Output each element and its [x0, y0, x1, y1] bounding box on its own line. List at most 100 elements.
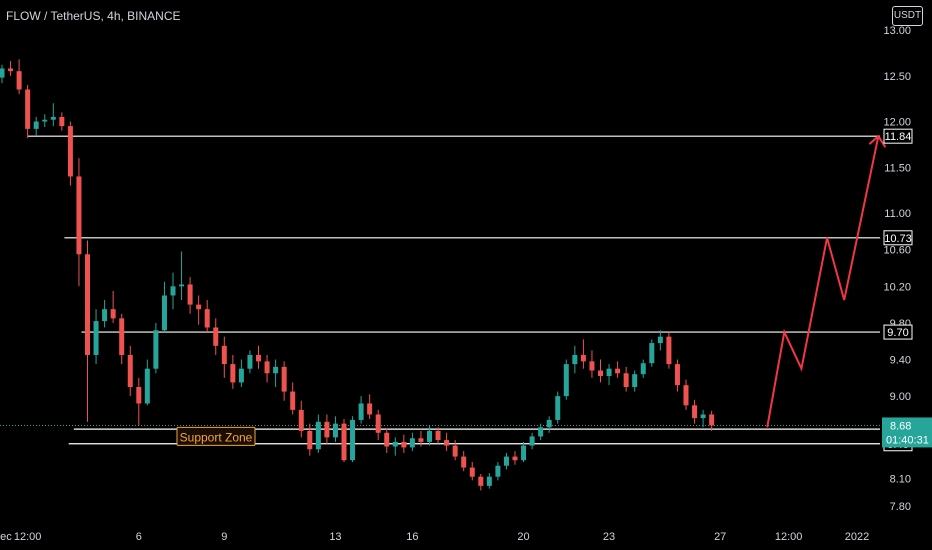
y-tick-label: 12.50 — [883, 71, 911, 83]
candle-body — [418, 438, 424, 442]
level-tag-box — [883, 324, 913, 340]
chart-title: FLOW / TetherUS, 4h, BINANCE — [6, 9, 181, 23]
support-zone-box — [176, 426, 256, 446]
y-tick-label: 9.00 — [890, 391, 911, 403]
candle-body — [119, 318, 125, 355]
candle-body — [375, 414, 381, 433]
candle-body — [478, 476, 484, 486]
candle-body — [555, 396, 561, 420]
y-tick-label: 9.40 — [890, 355, 911, 367]
candle-body — [486, 476, 492, 486]
candle-body — [85, 254, 90, 355]
candle-body — [503, 456, 509, 466]
candle-body — [632, 374, 638, 387]
y-tick-label: 13.00 — [883, 25, 911, 37]
projection-layer — [766, 134, 887, 428]
candle-body — [521, 445, 527, 461]
candle-body — [127, 354, 133, 387]
candle-body — [33, 121, 39, 129]
y-tick-label: 12.00 — [883, 117, 911, 129]
candle-body — [538, 427, 544, 437]
level-tag-box — [883, 128, 913, 144]
candle-body — [153, 330, 159, 369]
candle-body — [230, 364, 236, 383]
candle-body — [461, 456, 467, 468]
candle-body — [572, 354, 578, 365]
candle-body — [273, 366, 279, 374]
candle-body — [110, 309, 116, 319]
candles-layer: Support Zone — [0, 59, 715, 491]
candle-body — [290, 391, 296, 410]
candle-body — [179, 284, 185, 287]
y-tick-label: 10.60 — [883, 245, 911, 257]
candle-body — [281, 366, 287, 392]
candle-body — [196, 304, 202, 310]
x-tick-label: 6 — [136, 531, 142, 543]
candle-body — [213, 327, 219, 346]
level-price-tag: 9.70 — [883, 324, 913, 340]
candle-body — [666, 336, 672, 365]
candle-body — [264, 361, 270, 374]
candle-body — [709, 414, 715, 426]
candle-body — [640, 363, 646, 375]
candle-body — [384, 432, 390, 447]
candle-body — [247, 354, 253, 369]
y-tick-label: 7.80 — [890, 501, 911, 513]
candle-body — [623, 373, 629, 387]
candle-body — [401, 441, 407, 448]
candle-body — [16, 71, 22, 90]
candle-body — [136, 387, 142, 404]
candle-body — [427, 430, 432, 442]
candle-body — [392, 441, 398, 447]
level-tag-text: 11.84 — [885, 131, 912, 143]
candle-body — [161, 295, 167, 331]
current-price-box — [882, 417, 932, 448]
candle-body — [102, 309, 108, 322]
candle-body — [495, 465, 501, 477]
candle-body — [8, 68, 14, 72]
currency-button[interactable]: USDT — [892, 6, 923, 26]
current-price-tag: 8.68 01:40:31 — [882, 417, 932, 448]
candle-body — [298, 409, 304, 431]
candle-body — [59, 116, 65, 127]
x-tick-label: 2022 — [845, 531, 869, 543]
candle-body — [93, 321, 99, 355]
candle-body — [435, 430, 441, 441]
candle-body — [692, 405, 698, 419]
price-levels-layer — [0, 135, 880, 445]
candle-body — [324, 421, 330, 438]
level-tag-box — [883, 230, 913, 246]
candle-body — [238, 368, 244, 383]
x-tick-label: 12:00 — [14, 531, 42, 543]
candle-body — [0, 68, 5, 78]
y-tick-label: 11.00 — [884, 208, 911, 220]
support-zone-text: Support Zone — [180, 430, 253, 444]
candle-body — [67, 126, 73, 177]
candle-body — [444, 440, 450, 446]
candle-body — [315, 421, 321, 450]
candle-body — [512, 456, 518, 461]
candle-body — [256, 354, 261, 362]
candle-body — [657, 336, 663, 344]
candle-body — [187, 284, 193, 305]
candle-body — [580, 354, 586, 362]
candle-body — [683, 385, 689, 406]
axis-layer: 13.0012.5012.0011.5011.0010.6010.209.809… — [0, 25, 932, 543]
candle-body — [307, 430, 313, 450]
candle-body — [469, 467, 475, 477]
projection-path — [766, 135, 880, 428]
candle-body — [529, 436, 535, 446]
projection-arrow-head — [868, 134, 887, 148]
candle-body — [76, 176, 82, 255]
y-tick-label: 10.20 — [883, 281, 911, 293]
level-price-tag: 11.84 — [883, 128, 913, 144]
x-tick-label: 9 — [221, 531, 227, 543]
candle-body — [649, 343, 655, 364]
x-tick-label: Dec — [0, 531, 12, 543]
candle-body — [204, 309, 210, 328]
x-tick-label: 20 — [517, 531, 529, 543]
candle-body — [452, 445, 458, 457]
candle-body — [409, 438, 415, 448]
candle-body — [606, 368, 612, 377]
